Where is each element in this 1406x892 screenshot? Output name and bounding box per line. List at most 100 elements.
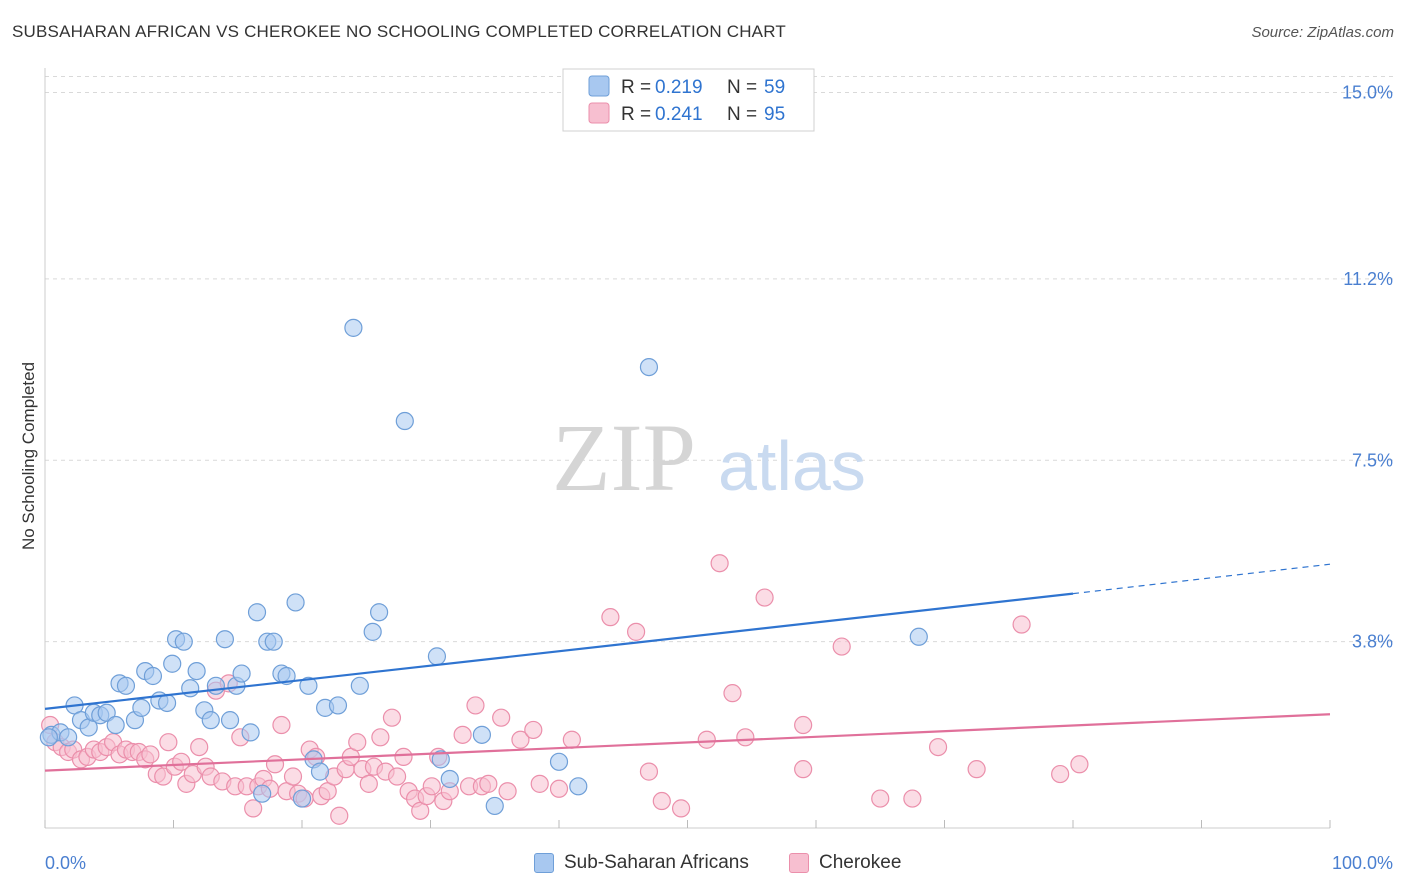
subsaharan-point-39 xyxy=(299,676,318,695)
cherokee-point-38 xyxy=(272,715,291,735)
cherokee-point-98 xyxy=(1051,764,1070,784)
cherokee-point-73 xyxy=(492,708,511,727)
bottom-legend-item-subsaharan: Sub-Saharan Africans xyxy=(534,852,749,874)
cherokee-point-24 xyxy=(190,737,209,757)
cherokee-point-83 xyxy=(652,791,671,811)
subsaharan-point-37 xyxy=(286,593,305,612)
legend-n-value-blue: 59 xyxy=(764,77,785,98)
cherokee-point-64 xyxy=(422,777,441,796)
subsaharan-point-43 xyxy=(328,696,348,715)
bottom-legend-label-cherokee: Cherokee xyxy=(819,852,902,873)
cherokee-point-48 xyxy=(330,806,349,825)
cherokee-point-90 xyxy=(794,715,813,735)
subsaharan-point-46 xyxy=(363,622,382,641)
cherokee-point-81 xyxy=(626,622,646,641)
bottom-legend-label-subsaharan: Sub-Saharan Africans xyxy=(564,852,749,873)
legend-swatch-pink xyxy=(588,102,610,124)
subsaharan-point-49 xyxy=(427,647,447,666)
subsaharan-point-41 xyxy=(310,762,330,781)
subsaharan-point-58 xyxy=(39,728,58,747)
subsaharan-point-44 xyxy=(344,318,363,337)
subsaharan-point-54 xyxy=(549,752,569,771)
cherokee-point-95 xyxy=(928,737,948,757)
cherokee-point-76 xyxy=(524,720,543,740)
subsaharan-point-56 xyxy=(639,357,659,377)
subsaharan-point-45 xyxy=(350,676,369,695)
cherokee-point-96 xyxy=(967,760,986,779)
cherokee-point-86 xyxy=(710,554,729,573)
subsaharan-point-2 xyxy=(59,728,78,747)
subsaharan-point-24 xyxy=(201,711,220,730)
subsaharan-point-27 xyxy=(220,711,240,730)
cherokee-point-70 xyxy=(466,696,485,715)
subsaharan-point-50 xyxy=(431,750,450,769)
legend-n-value-pink: 95 xyxy=(764,104,785,125)
subsaharan-point-26 xyxy=(215,630,234,649)
cherokee-point-87 xyxy=(723,684,742,703)
cherokee-point-57 xyxy=(382,708,402,727)
cherokee-point-58 xyxy=(387,767,407,786)
cherokee-point-79 xyxy=(562,730,581,749)
legend-r-label-blue: R = xyxy=(621,77,651,98)
y-axis-label: No Schooling Completed xyxy=(19,362,38,550)
subsaharan-trend-line xyxy=(44,592,1074,710)
bottom-legend-item-cherokee: Cherokee xyxy=(789,852,901,874)
subsaharan-point-55 xyxy=(569,777,588,796)
subsaharan-point-51 xyxy=(440,769,459,789)
y-tick-label-0: 3.8% xyxy=(1352,632,1393,652)
cherokee-point-78 xyxy=(549,779,569,798)
x-tick-label-0: 0.0% xyxy=(45,853,86,873)
cherokee-point-99 xyxy=(1070,755,1089,774)
trend-lines xyxy=(44,563,1331,772)
cherokee-point-93 xyxy=(871,789,890,808)
cherokee-trend-line xyxy=(44,713,1331,772)
cherokee-point-92 xyxy=(832,637,851,656)
cherokee-point-75 xyxy=(511,730,530,749)
subsaharan-point-18 xyxy=(163,654,182,673)
subsaharan-point-29 xyxy=(232,664,251,683)
legend-r-value-pink: 0.241 xyxy=(655,104,703,125)
correlation-legend: R = 0.219 N = 59 R = 0.241 N = 95 xyxy=(562,68,815,132)
y-tick-label-2: 11.2% xyxy=(1343,269,1393,289)
bottom-legend-swatch-blue xyxy=(534,853,554,873)
subsaharan-point-13 xyxy=(132,698,151,717)
subsaharan-point-48 xyxy=(395,411,414,431)
cherokee-point-72 xyxy=(479,774,498,793)
subsaharan-point-20 xyxy=(174,632,193,651)
cherokee-point-94 xyxy=(903,789,922,808)
subsaharan-point-47 xyxy=(370,603,389,622)
source-label: Source: ZipAtlas.com xyxy=(1251,24,1394,41)
cherokee-point-37 xyxy=(265,755,285,774)
cherokee-point-82 xyxy=(639,762,659,781)
legend-swatch-blue xyxy=(588,75,610,97)
subsaharan-point-22 xyxy=(187,661,206,681)
x-tick-label-1: 100.0% xyxy=(1332,853,1393,873)
cherokee-point-19 xyxy=(159,733,178,752)
cherokee-point-55 xyxy=(371,728,390,747)
cherokee-point-84 xyxy=(671,799,691,818)
cherokee-point-51 xyxy=(348,733,367,752)
chart-title: SUBSAHARAN AFRICAN VS CHEROKEE NO SCHOOL… xyxy=(12,22,786,41)
y-tick-label-1: 7.5% xyxy=(1352,450,1393,470)
cherokee-points xyxy=(41,554,1089,825)
y-tick-label-3: 15.0% xyxy=(1342,83,1393,103)
cherokee-point-18 xyxy=(154,767,173,786)
cherokee-point-21 xyxy=(172,752,191,771)
subsaharan-point-15 xyxy=(143,666,163,686)
subsaharan-point-8 xyxy=(97,703,116,722)
legend-n-label-blue: N = xyxy=(727,77,757,98)
cherokee-point-89 xyxy=(755,588,774,607)
subsaharan-point-25 xyxy=(206,676,226,695)
subsaharan-point-9 xyxy=(106,715,125,735)
cherokee-point-68 xyxy=(453,725,472,744)
bottom-legend-swatch-pink xyxy=(789,853,809,873)
subsaharan-point-11 xyxy=(116,676,136,695)
cherokee-point-77 xyxy=(530,774,549,793)
subsaharan-point-57 xyxy=(909,627,928,646)
cherokee-point-88 xyxy=(736,728,755,747)
cherokee-point-97 xyxy=(1012,615,1031,634)
cherokee-point-40 xyxy=(283,767,303,786)
bottom-legend: Sub-Saharan Africans Cherokee xyxy=(0,852,1406,876)
cherokee-point-74 xyxy=(498,782,517,801)
